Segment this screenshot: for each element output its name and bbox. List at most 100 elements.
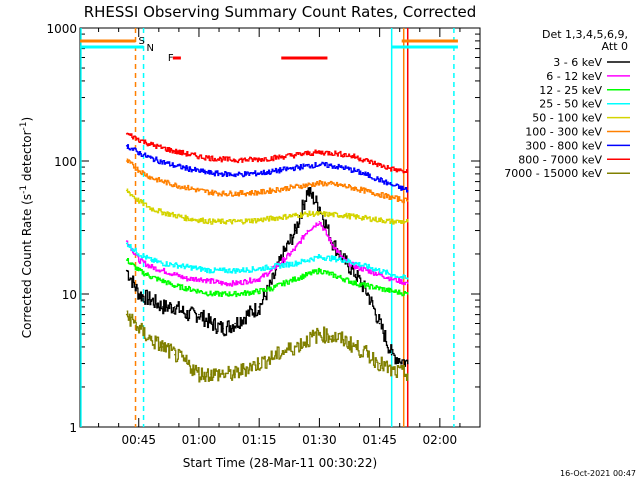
data-point — [330, 257, 333, 260]
series-line — [126, 222, 409, 287]
data-point — [162, 269, 164, 272]
marker-f: F — [168, 53, 174, 64]
data-point — [234, 293, 236, 295]
data-point — [234, 220, 236, 223]
data-point — [282, 168, 285, 171]
data-point — [162, 306, 164, 308]
legend-label: 3 - 6 keV — [553, 56, 602, 69]
data-point — [137, 200, 140, 202]
data-point — [378, 273, 381, 276]
data-point — [390, 168, 393, 170]
data-point — [234, 192, 236, 195]
data-point — [186, 167, 188, 170]
legend-label: 50 - 100 keV — [532, 112, 602, 125]
data-point — [149, 275, 152, 278]
data-point — [198, 278, 200, 280]
data-point — [406, 171, 409, 174]
data-point — [378, 193, 381, 196]
data-point — [222, 293, 224, 295]
data-point — [246, 366, 248, 369]
data-point — [125, 240, 128, 242]
data-point — [270, 357, 273, 359]
x-tick-label: 01:45 — [362, 433, 397, 447]
data-point — [270, 157, 273, 159]
data-point — [174, 353, 176, 356]
marker-s: S — [139, 36, 145, 47]
marker-n: N — [147, 43, 154, 54]
data-point — [282, 264, 285, 266]
data-point — [406, 220, 409, 223]
data-point — [198, 290, 200, 292]
data-point — [330, 335, 333, 338]
data-point — [342, 214, 345, 217]
data-point — [378, 179, 381, 181]
legend-label: 300 - 800 keV — [525, 139, 602, 152]
data-point — [149, 339, 152, 341]
data-point — [246, 159, 248, 161]
data-point — [198, 267, 200, 270]
data-point — [222, 373, 224, 375]
data-point — [222, 327, 224, 330]
data-point — [125, 242, 128, 245]
data-point — [366, 174, 369, 177]
data-point — [210, 191, 212, 194]
series-line — [126, 186, 409, 367]
data-point — [210, 322, 212, 325]
data-point — [294, 214, 297, 217]
data-point — [198, 189, 200, 192]
series-line — [126, 257, 409, 298]
data-point — [366, 217, 369, 220]
data-point — [390, 273, 393, 276]
data-point — [222, 269, 224, 272]
data-point — [210, 293, 212, 295]
data-point — [149, 266, 152, 268]
data-point — [270, 217, 273, 220]
data-point — [342, 278, 345, 280]
data-point — [306, 229, 309, 232]
data-point — [137, 138, 140, 141]
x-tick-label: 01:00 — [182, 433, 217, 447]
data-point — [210, 269, 212, 272]
data-point — [162, 262, 164, 265]
data-point — [137, 152, 140, 154]
data-point — [378, 322, 381, 325]
data-point — [246, 173, 248, 175]
data-point — [366, 190, 369, 193]
data-point — [234, 159, 236, 161]
data-point — [318, 333, 321, 335]
legend-label: 25 - 50 keV — [539, 98, 602, 111]
data-point — [282, 350, 285, 353]
data-point — [342, 259, 345, 261]
data-point — [210, 157, 212, 159]
series-line — [126, 310, 409, 383]
data-point — [330, 183, 333, 185]
data-point — [246, 192, 248, 194]
x-axis-label: Start Time (28-Mar-11 00:30:22) — [183, 456, 377, 470]
data-point — [406, 362, 409, 365]
data-point — [390, 353, 393, 356]
data-point — [222, 173, 224, 175]
data-point — [294, 346, 297, 348]
y-axis-label-part: detector — [20, 130, 34, 185]
data-point — [210, 373, 212, 375]
data-point — [294, 278, 297, 280]
y-tick-label: 1 — [69, 421, 77, 435]
data-point — [354, 216, 357, 218]
data-point — [210, 280, 212, 282]
series-line — [126, 144, 409, 193]
data-point — [222, 282, 224, 285]
data-point — [174, 306, 176, 308]
legend-label: 6 - 12 keV — [546, 70, 602, 83]
data-point — [354, 282, 357, 285]
data-point — [186, 266, 188, 268]
data-point — [258, 362, 260, 365]
data-point — [149, 143, 152, 146]
y-tick-label: 10 — [62, 288, 77, 302]
series-line — [126, 158, 409, 204]
data-point — [246, 220, 248, 222]
data-point — [162, 180, 164, 183]
data-point — [125, 145, 128, 147]
data-point — [270, 189, 273, 192]
data-point — [270, 287, 273, 290]
data-point — [198, 170, 200, 172]
